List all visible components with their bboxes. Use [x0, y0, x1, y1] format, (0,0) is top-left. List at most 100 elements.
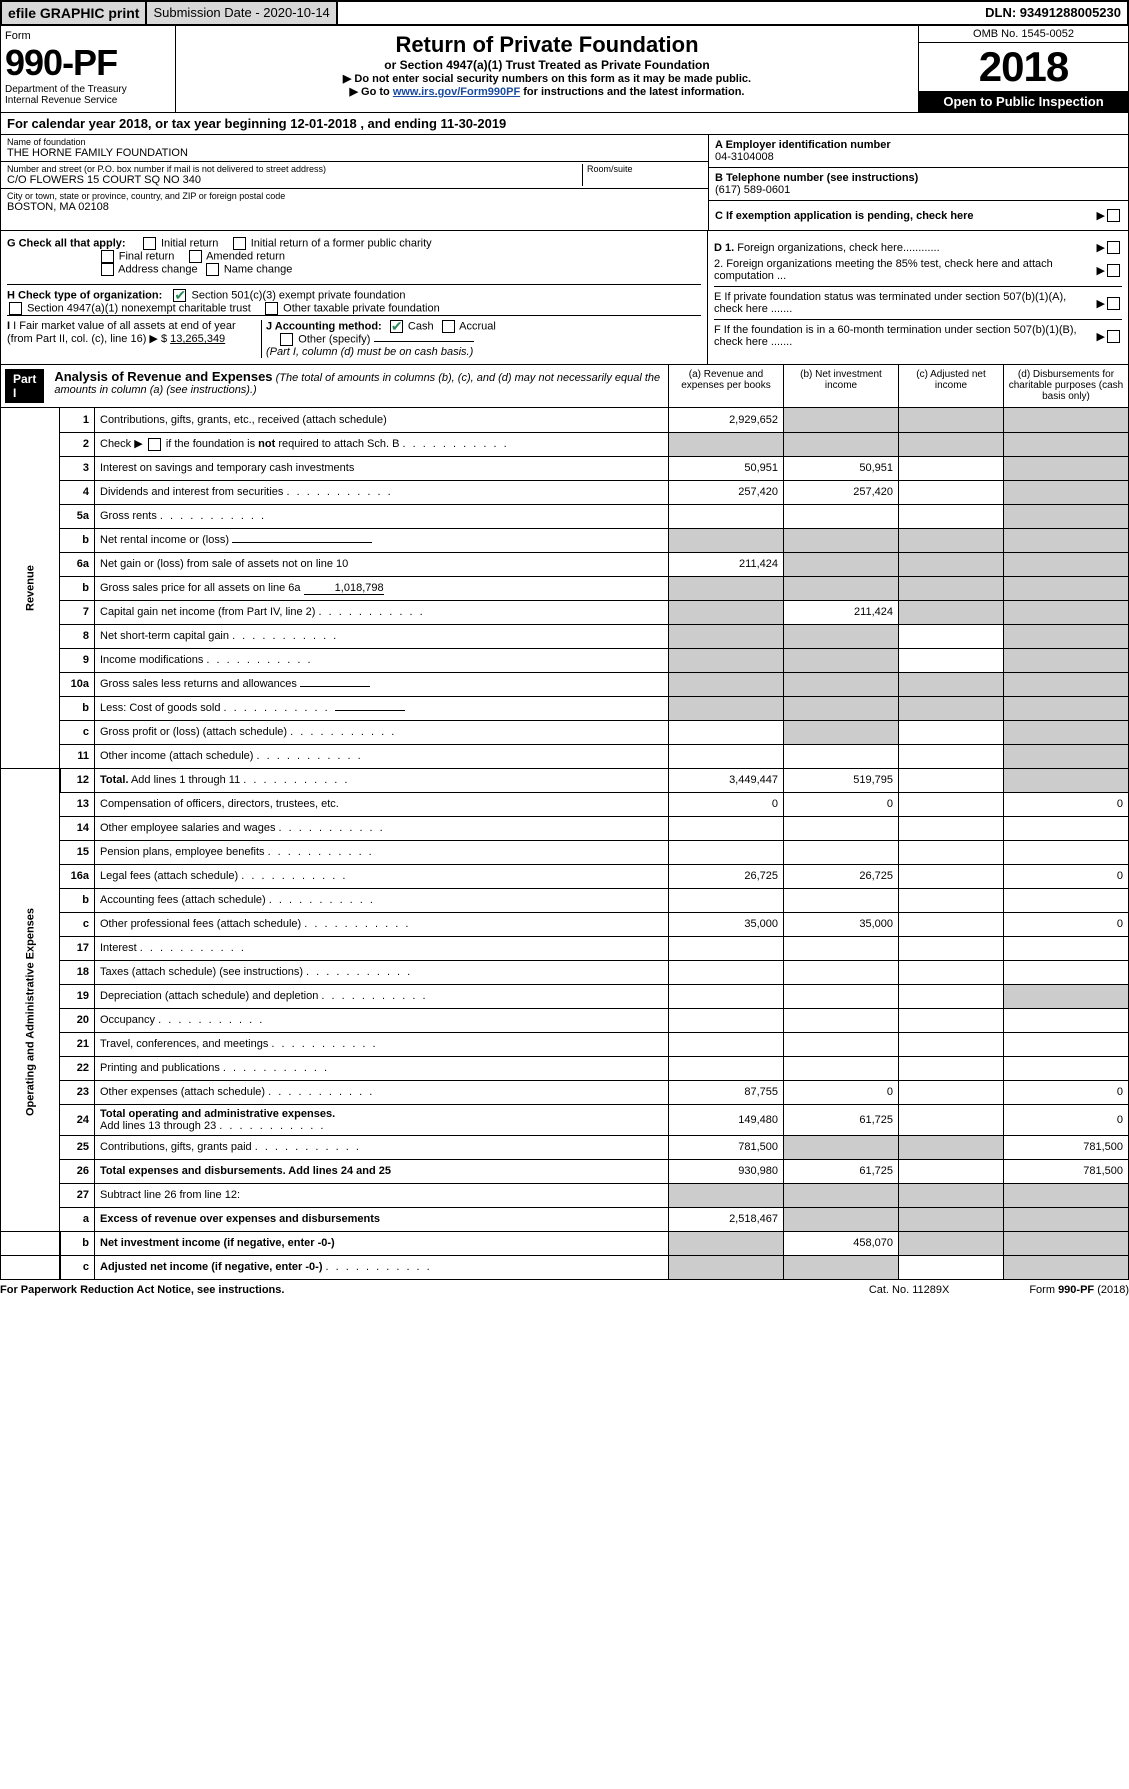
l7-desc: Capital gain net income (from Part IV, l…: [100, 606, 315, 618]
addr-value: C/O FLOWERS 15 COURT SQ NO 340: [7, 174, 582, 186]
row-6b: bGross sales price for all assets on lin…: [1, 576, 1129, 600]
row-11: 11Other income (attach schedule): [1, 744, 1129, 768]
ein-label: A Employer identification number: [715, 139, 1122, 151]
l13-num: 13: [60, 792, 95, 816]
row-15: 15Pension plans, employee benefits: [1, 840, 1129, 864]
l11-desc: Other income (attach schedule): [100, 750, 253, 762]
ein-value: 04-3104008: [715, 151, 1122, 163]
row-16c: cOther professional fees (attach schedul…: [1, 912, 1129, 936]
calendar-year: For calendar year 2018, or tax year begi…: [0, 113, 1129, 135]
l9-desc: Income modifications: [100, 654, 203, 666]
nb-right: A Employer identification number 04-3104…: [708, 135, 1128, 230]
l26-a: 930,980: [669, 1159, 784, 1183]
d2-checkbox[interactable]: [1107, 264, 1120, 277]
l4-b: 257,420: [784, 480, 899, 504]
row-1: Revenue1Contributions, gifts, grants, et…: [1, 408, 1129, 432]
l23-desc: Other expenses (attach schedule): [100, 1086, 265, 1098]
l4-desc: Dividends and interest from securities: [100, 486, 283, 498]
row-10b: bLess: Cost of goods sold: [1, 696, 1129, 720]
l6b-val: 1,018,798: [304, 582, 384, 595]
d1-checkbox[interactable]: [1107, 241, 1120, 254]
form-subtitle: or Section 4947(a)(1) Trust Treated as P…: [182, 58, 912, 72]
j2-label: Accrual: [459, 320, 496, 332]
row-10c: cGross profit or (loss) (attach schedule…: [1, 720, 1129, 744]
form-link[interactable]: www.irs.gov/Form990PF: [393, 86, 520, 98]
l6a-num: 6a: [60, 552, 95, 576]
row-26: 26Total expenses and disbursements. Add …: [1, 1159, 1129, 1183]
l5a-num: 5a: [60, 504, 95, 528]
l27b-num: b: [60, 1231, 95, 1255]
l15-desc: Pension plans, employee benefits: [100, 846, 265, 858]
l19-desc: Depreciation (attach schedule) and deple…: [100, 990, 318, 1002]
l16a-d: 0: [1004, 864, 1129, 888]
e-label: E If private foundation status was termi…: [714, 291, 1097, 315]
l27b-desc: Net investment income (if negative, ente…: [100, 1237, 335, 1249]
row-24: 24Total operating and administrative exp…: [1, 1104, 1129, 1135]
g2-checkbox[interactable]: [233, 237, 246, 250]
l6a-a: 211,424: [669, 552, 784, 576]
j-note: (Part I, column (d) must be on cash basi…: [266, 346, 473, 358]
dept-label: Department of the Treasury: [5, 84, 171, 95]
l13-b: 0: [784, 792, 899, 816]
tel-row: B Telephone number (see instructions) (6…: [709, 168, 1128, 201]
f-checkbox[interactable]: [1107, 330, 1120, 343]
l10a-desc: Gross sales less returns and allowances: [100, 678, 297, 690]
goto-pre: Go to: [361, 86, 393, 98]
l5a-desc: Gross rents: [100, 510, 157, 522]
h3-checkbox[interactable]: [265, 302, 278, 315]
g3-checkbox[interactable]: [101, 250, 114, 263]
h2-checkbox[interactable]: [9, 302, 22, 315]
l12-a: 3,449,447: [669, 768, 784, 792]
l21-num: 21: [60, 1032, 95, 1056]
warn-line: ▶ Do not enter social security numbers o…: [182, 72, 912, 85]
row-6a: 6aNet gain or (loss) from sale of assets…: [1, 552, 1129, 576]
part1-label: Part I: [5, 369, 44, 403]
g4-label: Amended return: [206, 250, 285, 262]
warn-text: Do not enter social security numbers on …: [354, 73, 751, 85]
header-left: Form 990-PF Department of the Treasury I…: [1, 26, 176, 112]
pending-checkbox[interactable]: [1107, 209, 1120, 222]
l12-b: 519,795: [784, 768, 899, 792]
l10a-num: 10a: [60, 672, 95, 696]
row-5a: 5a Gross rents: [1, 504, 1129, 528]
j1-checkbox[interactable]: [390, 320, 403, 333]
l13-a: 0: [669, 792, 784, 816]
l27-desc: Subtract line 26 from line 12:: [95, 1183, 669, 1207]
l16a-b: 26,725: [784, 864, 899, 888]
l26-desc: Total expenses and disbursements. Add li…: [100, 1165, 391, 1177]
l16a-a: 26,725: [669, 864, 784, 888]
row-22: 22Printing and publications: [1, 1056, 1129, 1080]
l13-d: 0: [1004, 792, 1129, 816]
i-value: 13,265,349: [170, 333, 225, 345]
expenses-sidelabel: Operating and Administrative Expenses: [1, 792, 60, 1231]
name-label: Name of foundation: [7, 137, 702, 147]
g6-checkbox[interactable]: [206, 263, 219, 276]
row-19: 19 Depreciation (attach schedule) and dep…: [1, 984, 1129, 1008]
g2-label: Initial return of a former public charit…: [251, 237, 432, 249]
l6a-desc: Net gain or (loss) from sale of assets n…: [95, 552, 669, 576]
j3-checkbox[interactable]: [280, 333, 293, 346]
e-checkbox[interactable]: [1107, 297, 1120, 310]
l2-checkbox[interactable]: [148, 438, 161, 451]
name-row: Name of foundation THE HORNE FAMILY FOUN…: [1, 135, 708, 162]
l19-num: 19: [60, 984, 95, 1008]
row-23: 23Other expenses (attach schedule) 87,75…: [1, 1080, 1129, 1104]
h1-checkbox[interactable]: [173, 289, 186, 302]
link-text: www.irs.gov/Form990PF: [393, 86, 520, 98]
header-block: Form 990-PF Department of the Treasury I…: [0, 26, 1129, 113]
l16c-desc: Other professional fees (attach schedule…: [100, 918, 301, 930]
l16c-b: 35,000: [784, 912, 899, 936]
footer: For Paperwork Reduction Act Notice, see …: [0, 1280, 1129, 1300]
g4-checkbox[interactable]: [189, 250, 202, 263]
g1-checkbox[interactable]: [143, 237, 156, 250]
l20-desc: Occupancy: [100, 1014, 155, 1026]
j2-checkbox[interactable]: [442, 320, 455, 333]
name-block: Name of foundation THE HORNE FAMILY FOUN…: [0, 135, 1129, 231]
row-27: 27Subtract line 26 from line 12:: [1, 1183, 1129, 1207]
footer-left: For Paperwork Reduction Act Notice, see …: [0, 1284, 284, 1296]
g5-checkbox[interactable]: [101, 263, 114, 276]
l27a-a: 2,518,467: [669, 1207, 784, 1231]
revenue-sidelabel: Revenue: [1, 408, 60, 768]
row-12: 12Total. Add lines 1 through 11 3,449,44…: [1, 768, 1129, 792]
row-9: 9Income modifications: [1, 648, 1129, 672]
